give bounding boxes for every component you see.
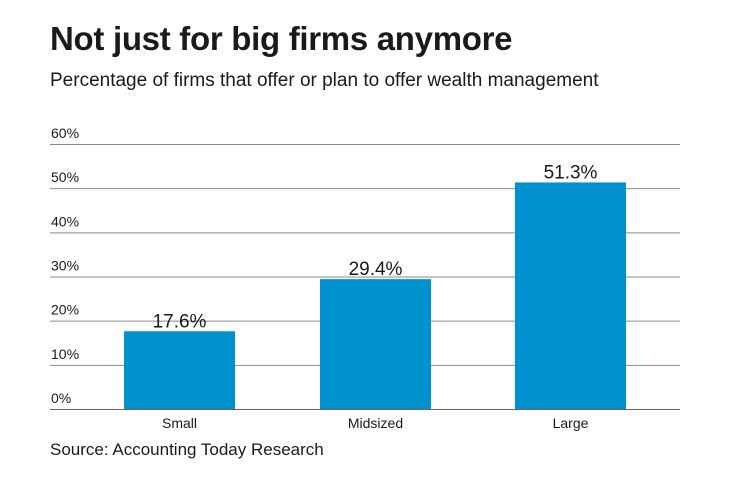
y-tick-label: 60%: [51, 125, 79, 141]
chart-subtitle: Percentage of firms that offer or plan t…: [50, 70, 599, 91]
y-tick-label: 40%: [51, 213, 79, 229]
data-label: 29.4%: [349, 259, 403, 280]
data-label: 51.3%: [544, 162, 598, 183]
chart-title: Not just for big firms anymore: [50, 20, 513, 57]
y-tick-label: 20%: [51, 302, 79, 318]
y-tick-label: 30%: [51, 258, 79, 274]
chart-source: Source: Accounting Today Research: [50, 440, 324, 459]
x-category-label: Large: [553, 415, 589, 431]
x-category-label: Small: [162, 415, 197, 431]
y-tick-label: 50%: [51, 169, 79, 185]
bar-small: [124, 331, 235, 409]
x-category-label: Midsized: [348, 415, 403, 431]
bar-large: [515, 182, 626, 409]
y-tick-label: 10%: [51, 346, 79, 362]
bar-midsized: [320, 279, 431, 409]
data-label: 17.6%: [153, 311, 207, 332]
y-tick-label: 0%: [51, 390, 71, 406]
